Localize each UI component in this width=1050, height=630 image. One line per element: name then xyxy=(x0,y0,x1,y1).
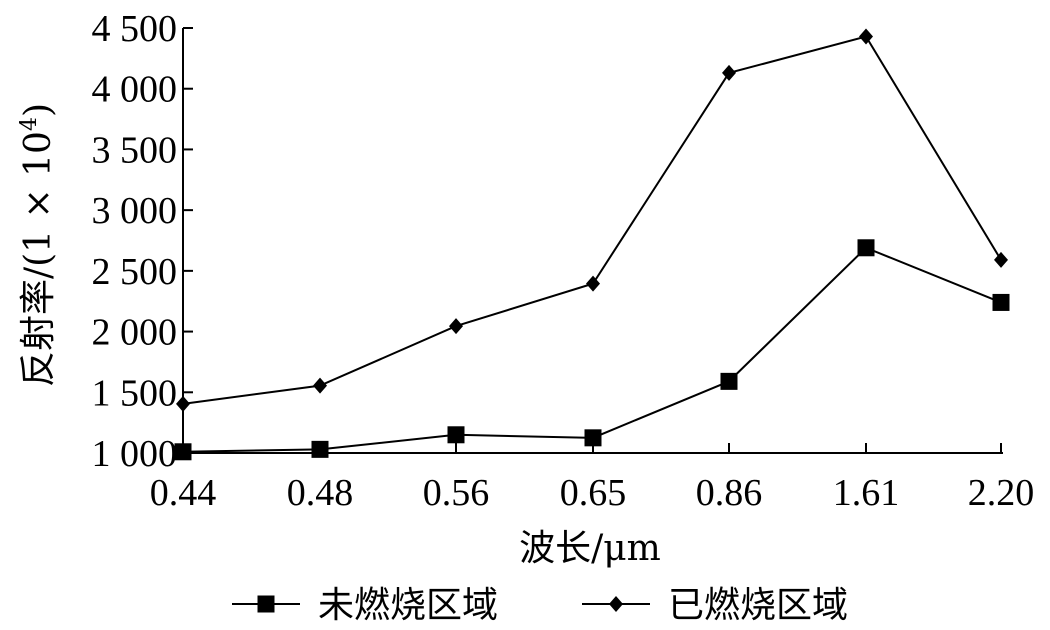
x-axis-ticks: 0.44 0.48 0.56 0.65 0.86 1.61 2.20 xyxy=(150,443,1035,514)
y-axis-title-end: ) xyxy=(18,103,59,117)
series-1 xyxy=(174,239,1010,461)
square-marker xyxy=(174,443,192,461)
y-tick-label: 2 000 xyxy=(92,312,178,354)
x-axis-title: 波长/μm xyxy=(519,528,661,569)
square-marker xyxy=(584,429,602,447)
diamond-marker xyxy=(722,64,736,81)
y-axis-title-superscript: 4 xyxy=(17,117,42,131)
y-axis-title-main: 反射率/(1 × 10 xyxy=(18,131,59,387)
x-tick-label: 0.65 xyxy=(560,472,627,514)
y-tick-label: 1 000 xyxy=(92,433,178,475)
diamond-marker xyxy=(586,275,600,292)
y-tick-label: 1 500 xyxy=(92,372,178,414)
x-tick-label: 0.48 xyxy=(287,472,354,514)
series-line xyxy=(182,35,1002,405)
diamond-marker xyxy=(176,395,190,412)
diamond-marker xyxy=(859,28,873,45)
y-tick-label: 3 500 xyxy=(92,129,178,171)
y-axis-title: 反射率/(1 × 104) xyxy=(17,103,59,387)
legend-square-marker xyxy=(257,595,275,613)
legend-item: 已燃烧区域 xyxy=(582,585,848,626)
legend-label: 已燃烧区域 xyxy=(668,585,848,626)
y-tick-label: 4 000 xyxy=(92,69,178,111)
x-tick-label: 0.44 xyxy=(150,472,217,514)
diamond-marker xyxy=(994,251,1008,268)
square-marker xyxy=(311,440,329,458)
square-marker xyxy=(857,239,875,257)
square-marker xyxy=(720,372,738,390)
y-axis-ticks: 1 000 1 500 2 000 2 500 3 000 3 500 4 000 4 500 xyxy=(92,8,193,475)
x-tick-label: 0.86 xyxy=(696,472,763,514)
legend-diamond-marker xyxy=(609,596,623,612)
diamond-marker xyxy=(449,318,463,335)
x-tick-label: 2.20 xyxy=(968,472,1035,514)
x-tick-label: 1.61 xyxy=(833,472,900,514)
square-marker xyxy=(447,426,465,444)
x-tick-label: 0.56 xyxy=(423,472,490,514)
chart-series xyxy=(174,28,1010,461)
legend-item: 未燃烧区域 xyxy=(232,585,498,626)
legend-label: 未燃烧区域 xyxy=(318,585,498,626)
y-tick-label: 2 500 xyxy=(92,251,178,293)
series-2 xyxy=(176,28,1008,412)
chart-legend: 未燃烧区域 已燃烧区域 xyxy=(232,585,848,626)
chart-axes xyxy=(182,28,1003,454)
square-marker xyxy=(992,293,1010,311)
diamond-marker xyxy=(313,377,327,394)
y-tick-label: 3 000 xyxy=(92,190,178,232)
y-tick-label: 4 500 xyxy=(92,8,178,50)
